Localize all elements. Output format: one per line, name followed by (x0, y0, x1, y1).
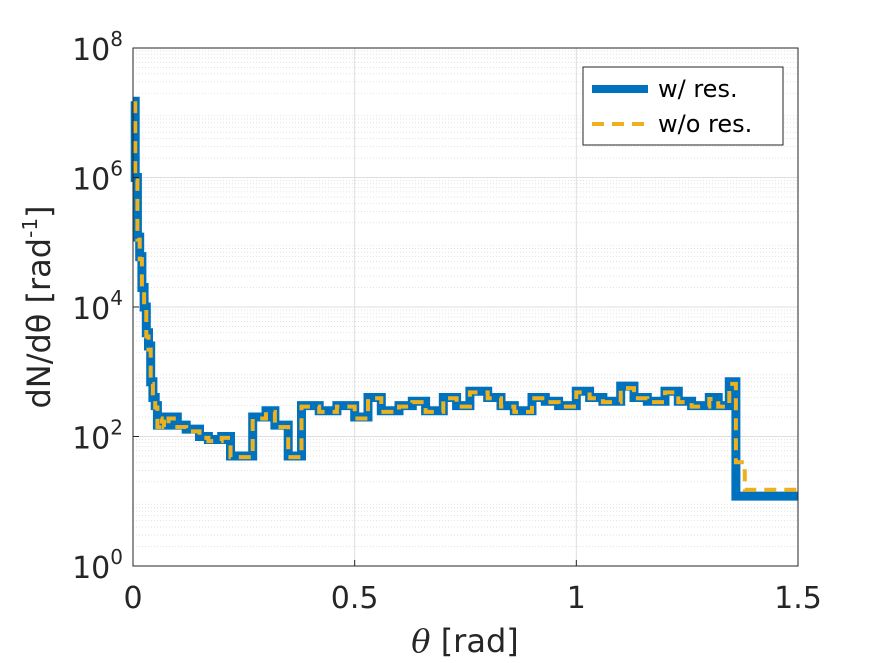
legend-label-w-res: w/ res. (658, 75, 738, 103)
series-layer (130, 96, 798, 501)
x-axis-symbol: θ (411, 622, 430, 660)
x-axis-unit: [rad] (441, 622, 519, 660)
x-tick-label: 0.5 (331, 581, 379, 616)
y-tick-label: 104 (72, 286, 123, 327)
y-axis-label: dN/dθ [rad-1] (18, 205, 58, 408)
legend-label-wo-res: w/o res. (658, 110, 752, 138)
x-axis-label: θ [rad] (411, 622, 518, 660)
x-tick-label: 1.5 (774, 581, 822, 616)
y-axis-close: ] (20, 205, 58, 217)
legend: w/ res. w/o res. (582, 66, 784, 146)
y-axis-main: dN/dθ [rad (20, 238, 58, 409)
x-tick-label: 0 (123, 581, 142, 616)
x-tick-label: 1 (567, 581, 586, 616)
y-tick-label: 108 (72, 27, 123, 68)
y-tick-label: 102 (72, 416, 123, 457)
legend-box (582, 66, 784, 146)
y-axis-exponent: -1 (18, 218, 42, 238)
series-line-wo-res (133, 101, 798, 492)
y-tick-label: 106 (72, 157, 123, 198)
y-tick-label: 100 (72, 545, 123, 586)
x-ticks: 0 0.5 1 1.5 (123, 560, 822, 616)
y-ticks: 100 102 104 106 108 (72, 27, 139, 586)
